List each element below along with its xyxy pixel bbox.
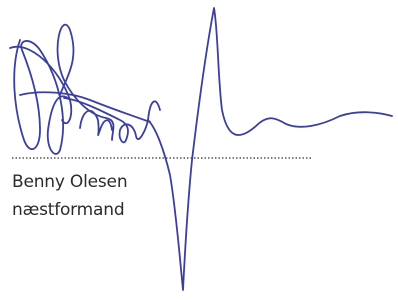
signature <box>0 0 398 302</box>
signature-strokes <box>10 8 392 290</box>
page: Benny Olesen næstformand (() => { const … <box>0 0 398 302</box>
signer-name: Benny Olesen <box>12 172 127 192</box>
signer-role: næstformand <box>12 200 124 220</box>
